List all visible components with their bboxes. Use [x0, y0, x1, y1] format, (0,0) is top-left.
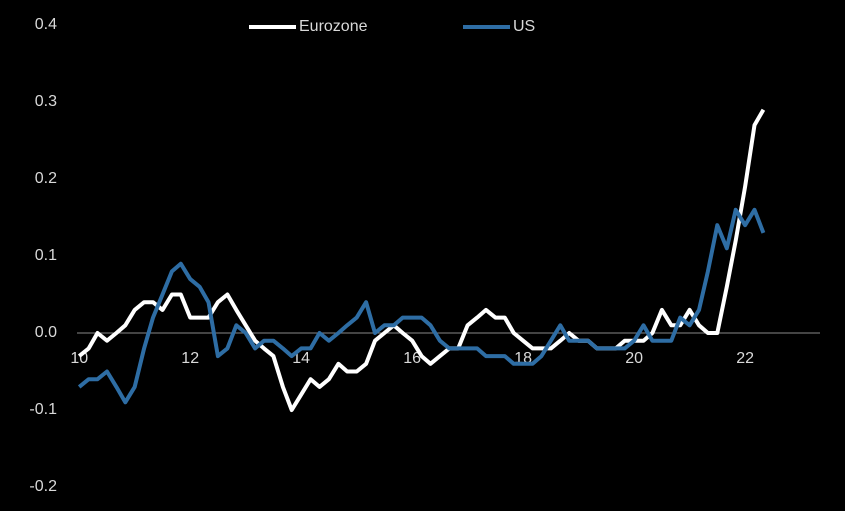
series-line [77, 207, 766, 405]
legend-label: Eurozone [299, 18, 368, 35]
x-tick-label: 16 [403, 350, 421, 367]
y-tick-label: 0.4 [35, 16, 57, 33]
y-tick-label: -0.2 [29, 478, 57, 495]
y-tick-label: 0.2 [35, 170, 57, 187]
x-tick-label: 22 [736, 350, 754, 367]
y-tick-label: 0.3 [35, 93, 57, 110]
x-tick-label: 20 [625, 350, 643, 367]
y-tick-label: -0.1 [29, 401, 57, 418]
x-tick-label: 12 [181, 350, 199, 367]
y-tick-label: 0.0 [35, 324, 57, 341]
y-tick-label: 0.1 [35, 247, 57, 264]
legend-label: US [513, 18, 535, 35]
